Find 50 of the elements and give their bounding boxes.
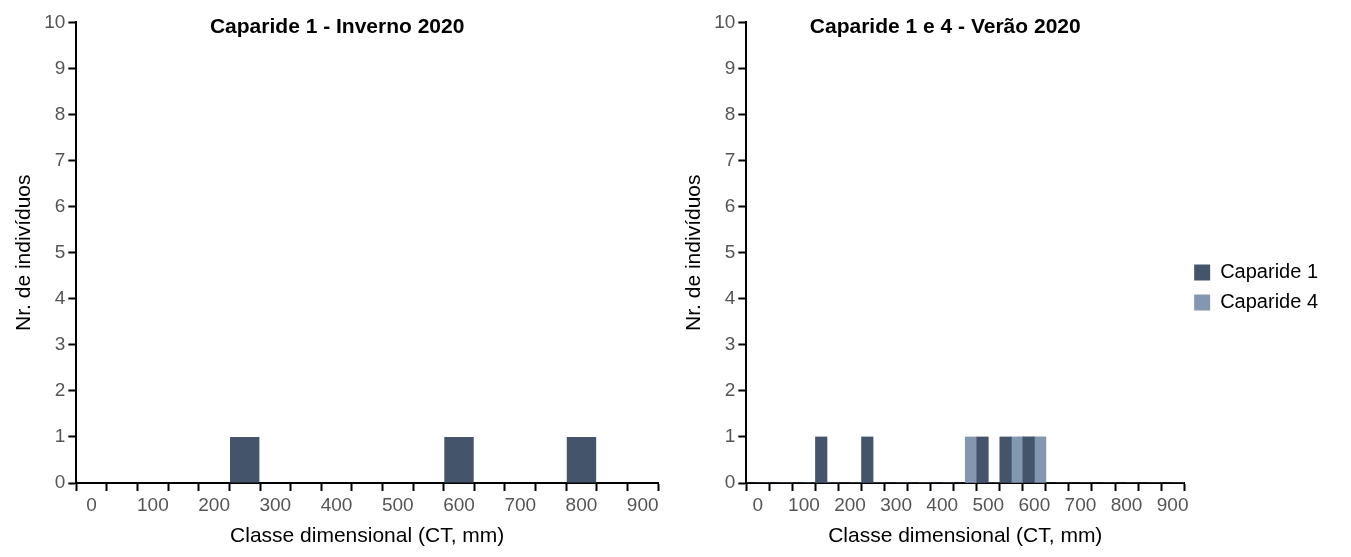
x-tick-label: 600 (443, 493, 475, 515)
y-tick-label: 3 (54, 333, 66, 355)
x-axis-title: Classe dimensional (CT, mm) (230, 523, 505, 547)
x-tick-label: 0 (86, 493, 97, 515)
legend-label: Caparide 1 (1220, 260, 1318, 283)
y-tick-label: 9 (54, 56, 66, 78)
x-tick-label: 800 (1110, 493, 1143, 515)
y-axis-title: Nr. de indivíduos (11, 174, 35, 331)
y-tick-label: 6 (54, 194, 66, 216)
y-tick-label: 0 (54, 471, 66, 493)
chart-title: Caparide 1 e 4 - Verão 2020 (809, 13, 1081, 37)
y-tick-label: 1 (54, 425, 66, 447)
x-tick-label: 500 (381, 493, 414, 515)
x-tick-label: 800 (565, 493, 598, 515)
x-tick-label: 100 (137, 493, 169, 515)
y-tick-label: 3 (724, 333, 736, 355)
x-tick-label: 900 (626, 493, 659, 515)
y-tick-label: 1 (724, 425, 736, 447)
y-tick-label: 5 (54, 240, 66, 262)
chart-title: Caparide 1 - Inverno 2020 (209, 13, 465, 37)
x-tick-label: 100 (788, 493, 820, 515)
legend-label: Caparide 4 (1220, 290, 1318, 313)
x-tick-label: 500 (972, 493, 1005, 515)
y-tick-label: 8 (54, 102, 66, 124)
y-tick-label: 2 (54, 379, 66, 401)
x-axis-title: Classe dimensional (CT, mm) (828, 523, 1103, 547)
x-tick-label: 300 (259, 493, 292, 515)
y-tick-label: 4 (54, 286, 66, 308)
y-tick-label: 6 (724, 194, 736, 216)
x-tick-label: 700 (504, 493, 537, 515)
x-tick-label: 400 (926, 493, 959, 515)
x-tick-label: 300 (880, 493, 912, 515)
y-tick-label: 2 (724, 379, 736, 401)
x-tick-label: 200 (834, 493, 866, 515)
y-tick-label: 9 (724, 56, 736, 78)
x-tick-label: 200 (198, 493, 230, 515)
x-tick-label: 400 (320, 493, 353, 515)
y-tick-label: 4 (724, 286, 736, 308)
y-tick-label: 7 (724, 148, 736, 170)
y-tick-label: 5 (724, 240, 736, 262)
x-tick-label: 700 (1064, 493, 1097, 515)
y-tick-label: 7 (54, 148, 66, 170)
x-tick-label: 900 (1156, 493, 1189, 515)
x-tick-label: 600 (1018, 493, 1051, 515)
y-axis-title: Nr. de indivíduos (681, 174, 705, 331)
y-tick-label: 10 (714, 10, 736, 32)
x-tick-label: 0 (752, 493, 764, 515)
y-tick-label: 0 (724, 471, 736, 493)
y-tick-label: 8 (724, 102, 736, 124)
y-tick-label: 10 (44, 10, 66, 32)
